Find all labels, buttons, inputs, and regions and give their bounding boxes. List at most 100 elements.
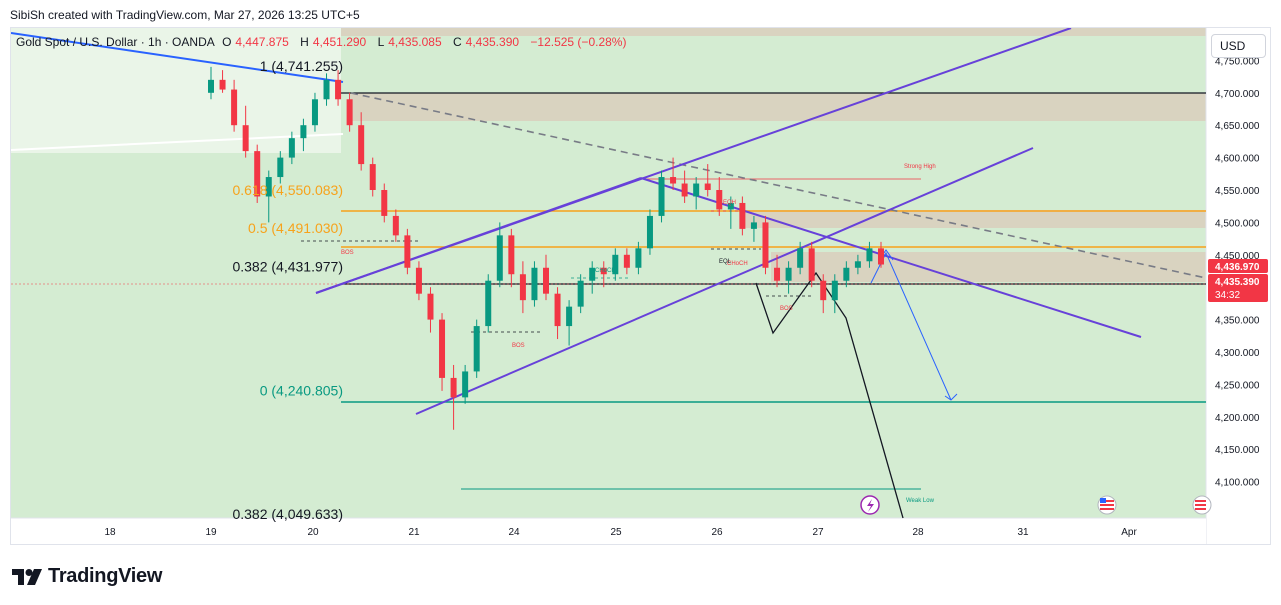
price-tick-label: 4,300.000: [1215, 348, 1260, 359]
tradingview-logo-icon: [12, 568, 42, 585]
price-tick-label: 4,500.000: [1215, 218, 1260, 229]
candle-body: [473, 326, 480, 372]
candle-body: [219, 79, 226, 90]
price-chart[interactable]: 4,100.000 4,150.000 4,200.000 4,250.000 4,30…: [11, 28, 1270, 544]
candle-body: [369, 164, 376, 190]
candle-body: [716, 190, 723, 210]
time-tick-label: 21: [408, 527, 420, 538]
fib-label-group: 1 (4,741.255) 0.618 (4,550.083) 0.5 (4,491…: [232, 58, 343, 522]
candle-body: [704, 183, 711, 190]
time-tick-label: 19: [205, 527, 217, 538]
candle-body: [311, 99, 318, 126]
candle-body: [462, 371, 469, 398]
time-tick-label: Apr: [1121, 527, 1137, 538]
price-tick-label: 4,450.000: [1215, 251, 1260, 262]
close-label: C: [452, 35, 462, 49]
tradingview-brand: TradingView: [48, 565, 163, 587]
currency-button[interactable]: USD: [1211, 34, 1266, 58]
time-tick-label: 31: [1017, 527, 1029, 538]
candle-body: [265, 177, 272, 197]
candle-body: [439, 319, 446, 378]
fib-level-label: 0.618 (4,550.083): [232, 182, 343, 198]
time-tick-label: 27: [812, 527, 824, 538]
high-label: H: [300, 35, 309, 49]
chart-area[interactable]: 4,100.000 4,150.000 4,200.000 4,250.000 4,30…: [10, 27, 1271, 545]
candle-body: [485, 280, 492, 327]
candle-body: [543, 267, 549, 294]
price-tick-label: 4,700.000: [1215, 89, 1260, 100]
price-tick-label: 4,100.000: [1215, 478, 1260, 489]
fib-level-label: 0.382 (4,049.633): [232, 506, 343, 522]
close-value: 4,435.390: [465, 35, 520, 49]
supply-zone-3: [771, 252, 1206, 282]
candle-body: [381, 190, 388, 216]
candle-body: [404, 235, 411, 268]
time-tick-label: 20: [307, 527, 319, 538]
candle-body: [600, 267, 607, 275]
time-tick-label: 28: [912, 527, 924, 538]
candle-body: [670, 177, 677, 184]
supply-zone-1: [351, 93, 1206, 121]
bos-label-3: BOS: [780, 306, 793, 312]
bos-label-2: BOS: [512, 343, 525, 349]
candle-body: [346, 99, 353, 126]
candle-body: [508, 235, 515, 275]
price-tick-label: 4,550.000: [1215, 186, 1260, 197]
candle-body: [762, 222, 769, 268]
candle-body: [635, 248, 642, 268]
time-tick-label: 25: [610, 527, 622, 538]
open-value: 4,447.875: [235, 35, 289, 49]
candle-body: [450, 377, 457, 398]
candle-body: [658, 177, 665, 216]
symbol-name[interactable]: Gold Spot / U.S. Dollar · 1h · OANDA: [16, 35, 215, 49]
price-tick-label: 4,200.000: [1215, 413, 1260, 424]
countdown-tag: 34:32: [1215, 290, 1240, 301]
candle-body: [866, 248, 873, 262]
time-axis-bg: [11, 518, 1206, 544]
candle-body: [854, 261, 861, 268]
candle-body: [208, 79, 214, 93]
choch-label-1: CHoCH: [595, 268, 616, 274]
bos-label-1: BOS: [341, 250, 354, 256]
price-tick-label: 4,150.000: [1215, 445, 1260, 456]
blue-trendline: [11, 32, 344, 83]
price-tick-label: 4,250.000: [1215, 380, 1260, 391]
white-trendline: [11, 133, 344, 151]
bg-lighter-zone: [11, 28, 341, 153]
symbol-legend: Gold Spot / U.S. Dollar · 1h · OANDA O 4,…: [16, 35, 630, 49]
fib-level-label: 0.5 (4,491.030): [248, 220, 343, 236]
choch-label-2: CHoCH: [727, 261, 748, 267]
candle-body: [774, 267, 781, 281]
close-price-tag-bg: [1208, 274, 1268, 302]
candle-body: [589, 267, 596, 281]
candle-body: [392, 215, 399, 236]
candle-body: [623, 254, 630, 268]
candle-body: [750, 222, 757, 229]
time-tick-label: 18: [104, 527, 116, 538]
fib-level-label: 1 (4,741.255): [260, 58, 343, 74]
change-value: −12.525 (−0.28%): [530, 35, 627, 49]
candle-body: [566, 306, 573, 327]
candle-body: [415, 267, 422, 294]
candle-body: [646, 215, 653, 249]
candle-body: [496, 235, 503, 281]
price-tick-label: 4,600.000: [1215, 154, 1260, 165]
candle-body: [681, 183, 688, 197]
candle-body: [288, 138, 295, 158]
tradingview-logo[interactable]: TradingView: [12, 565, 162, 588]
candle-body: [519, 274, 526, 301]
current-price-tag-bg: [1208, 259, 1268, 273]
candle-body: [693, 183, 700, 197]
candle-body: [531, 267, 538, 301]
candle-body: [427, 293, 434, 320]
weak-low-label: Weak Low: [906, 498, 935, 504]
high-value: 4,451.290: [312, 35, 367, 49]
candle-body: [358, 125, 365, 165]
time-tick-label: 24: [508, 527, 520, 538]
open-label: O: [222, 35, 232, 49]
candle-body: [277, 157, 284, 178]
strong-high-label: Strong High: [904, 164, 936, 170]
black-zigzag: [755, 271, 904, 519]
gray-dashed-trendline: [350, 92, 1207, 279]
lightning-glyph: [867, 499, 874, 512]
